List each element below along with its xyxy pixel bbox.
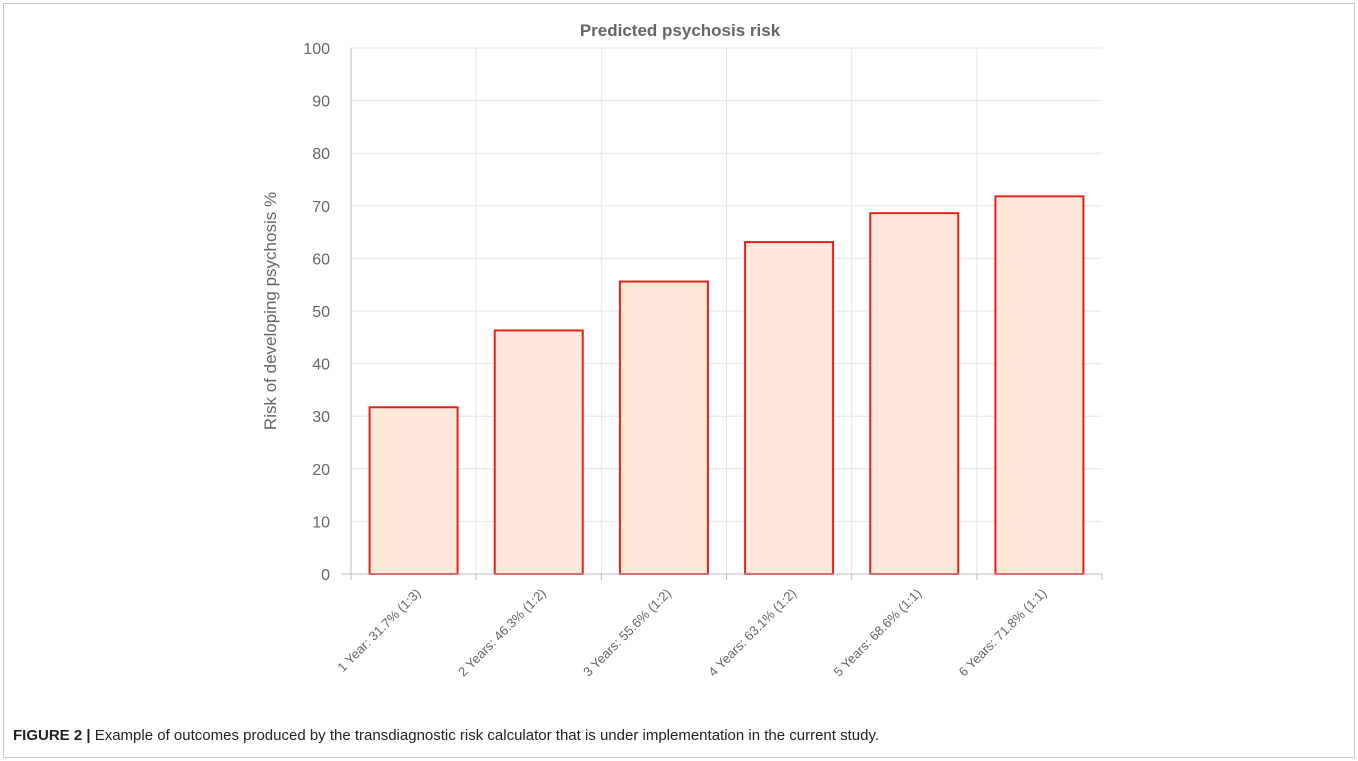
y-tick-label: 50 <box>312 304 330 321</box>
chart-title: Predicted psychosis risk <box>580 21 781 40</box>
bar <box>744 241 835 575</box>
x-tick-label: 2 Years: 46.3% (1:2) <box>455 586 549 680</box>
y-tick-label: 100 <box>303 41 330 58</box>
y-tick-label: 20 <box>312 462 330 479</box>
caption-text: Example of outcomes produced by the tran… <box>90 727 880 744</box>
x-tick-label: 6 Years: 71.8% (1:1) <box>956 586 1050 680</box>
y-axis-label: Risk of developing psychosis % <box>261 192 280 430</box>
caption-label: FIGURE 2 | <box>13 727 91 744</box>
y-tick-label: 40 <box>312 357 330 374</box>
y-tick-label: 80 <box>312 146 330 163</box>
grid <box>351 47 1102 574</box>
x-tick-label: 3 Years: 55.6% (1:2) <box>580 586 674 680</box>
y-tick-label: 70 <box>312 199 330 216</box>
x-tick-label: 5 Years: 68.6% (1:1) <box>830 586 924 680</box>
y-tick-labels: 0 10 20 30 40 50 60 70 80 90 100 <box>303 41 330 584</box>
y-tick-label: 60 <box>312 251 330 268</box>
y-tick-label: 10 <box>312 514 330 531</box>
y-tick-label: 30 <box>312 409 330 426</box>
x-tick-label: 1 Year: 31.7% (1:3) <box>334 586 423 675</box>
figure-caption: FIGURE 2 | Example of outcomes produced … <box>13 727 879 744</box>
y-tick-label: 90 <box>312 94 330 111</box>
bar <box>994 195 1085 575</box>
bar <box>493 329 584 575</box>
bar <box>869 212 960 575</box>
bars <box>368 195 1085 575</box>
y-tick-label: 0 <box>321 567 330 584</box>
axes <box>341 48 1103 580</box>
x-tick-label: 4 Years: 63.1% (1:2) <box>705 586 799 680</box>
bar <box>368 406 459 575</box>
bar-chart: Predicted psychosis risk Risk of develop… <box>261 21 1103 680</box>
figure-frame <box>3 3 1355 758</box>
bar <box>618 280 709 575</box>
x-tick-labels: 1 Year: 31.7% (1:3) 2 Years: 46.3% (1:2) 3… <box>334 586 1049 680</box>
